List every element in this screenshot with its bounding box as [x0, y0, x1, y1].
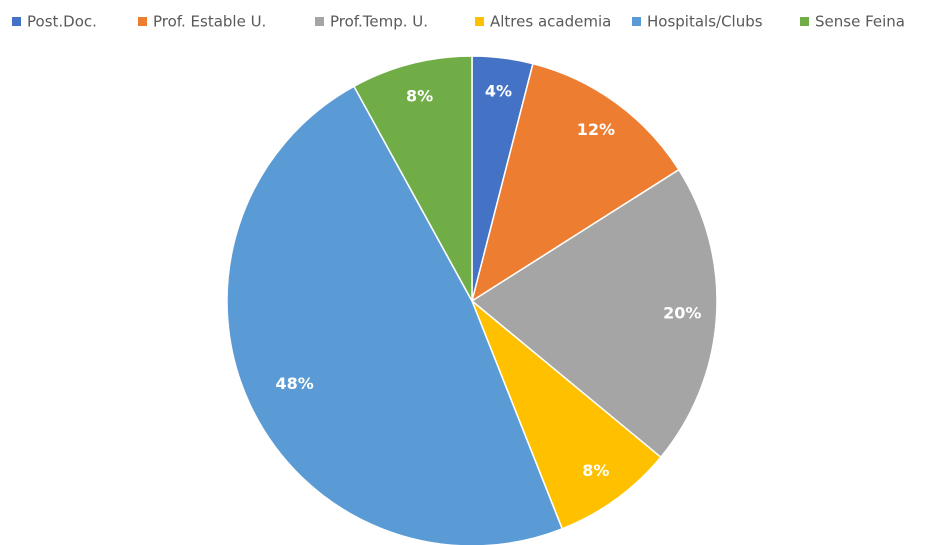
legend-label: Post.Doc. [27, 13, 97, 31]
slice-label: 12% [577, 120, 615, 139]
legend-swatch [315, 17, 324, 26]
pie-slice [470, 168, 718, 459]
slice-label: 8% [582, 461, 609, 480]
legend-swatch [475, 17, 484, 26]
slice-label: 48% [276, 374, 314, 393]
legend-label: Prof. Estable U. [153, 13, 266, 31]
legend-swatch [138, 17, 147, 26]
slice-label: 8% [406, 86, 433, 105]
pie-slice [470, 62, 680, 303]
pie-slice [352, 55, 473, 302]
legend-swatch [12, 17, 21, 26]
slice-label: 20% [663, 304, 701, 323]
pie-slice [471, 300, 662, 530]
legend-label: Altres academia [490, 13, 611, 31]
legend-label: Prof.Temp. U. [330, 13, 428, 31]
legend-label: Hospitals/Clubs [647, 13, 763, 31]
legend-swatch [632, 17, 641, 26]
slice-label: 4% [485, 81, 512, 100]
pie-slice [226, 85, 564, 545]
legend-swatch [800, 17, 809, 26]
legend-label: Sense Feina [815, 13, 905, 31]
